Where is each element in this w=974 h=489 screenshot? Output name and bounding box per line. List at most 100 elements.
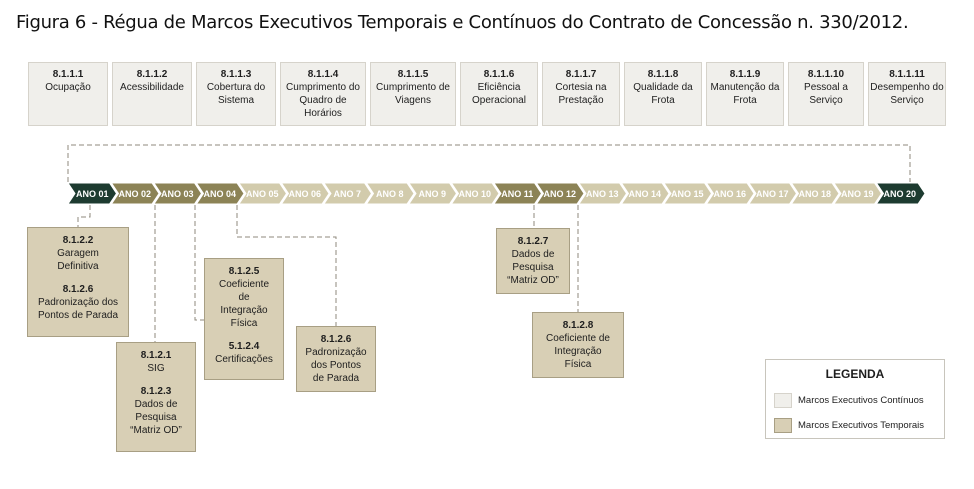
milestone-code: 8.1.1.9: [729, 69, 761, 80]
year-label: ANO 04: [203, 189, 236, 199]
milestone-label: Dados de Pesquisa “Matriz OD”: [507, 249, 559, 286]
milestone-label: Pessoal a Serviço: [804, 82, 848, 106]
year-label: ANO 05: [246, 189, 279, 199]
year-chevron: [493, 182, 543, 205]
legend-swatch: [774, 393, 792, 408]
year-chevron: [153, 182, 203, 205]
milestone-code: 8.1.2.7: [517, 236, 549, 247]
year-chevron: [67, 182, 118, 205]
continuous-milestone: 8.1.1.6 Eficiência Operacional: [460, 62, 538, 126]
continuous-milestone: 8.1.1.2 Acessibilidade: [112, 62, 192, 126]
milestone-code: 8.1.1.10: [807, 69, 845, 80]
milestone-code: 8.1.1.5: [397, 69, 429, 80]
temporal-milestone-box: 8.1.2.1 SIG 8.1.2.3 Dados de Pesquisa “M…: [116, 342, 196, 452]
continuous-milestone: 8.1.1.8 Qualidade da Frota: [624, 62, 702, 126]
year-label: ANO 15: [671, 189, 704, 199]
milestone-label: Eficiência Operacional: [472, 82, 526, 106]
year-label: ANO 13: [586, 189, 619, 199]
legend-swatch: [774, 418, 792, 433]
year-label: ANO 20: [883, 189, 916, 199]
milestone-code: 8.1.2.6: [320, 334, 352, 345]
legend-label: Marcos Executivos Contínuos: [798, 395, 924, 406]
milestone-code: 8.1.1.1: [52, 69, 84, 80]
year-chevron: [790, 182, 840, 205]
continuous-milestone: 8.1.1.10 Pessoal a Serviço: [788, 62, 864, 126]
year-chevron: [620, 182, 670, 205]
milestone-code: 8.1.2.1: [140, 350, 172, 361]
year-label: ANO 14: [628, 189, 661, 199]
year-label: ANO 10: [458, 189, 491, 199]
milestone-label: Garagem Definitiva: [57, 248, 99, 272]
milestone-label: Dados de Pesquisa “Matriz OD”: [130, 399, 182, 436]
milestone-label: Ocupação: [45, 82, 91, 93]
year-chevron: [365, 182, 415, 205]
milestone-code: 8.1.1.11: [889, 69, 925, 80]
milestone-label: Acessibilidade: [120, 82, 184, 93]
year-chevron: [535, 182, 585, 205]
milestone-label: Cumprimento de Viagens: [376, 82, 450, 106]
milestone-code: 8.1.2.5: [228, 266, 260, 277]
year-chevron: [408, 182, 458, 205]
year-label: ANO 01: [76, 189, 109, 199]
milestone-label: Cobertura do Sistema: [206, 82, 266, 106]
milestone-code: 8.1.2.2: [62, 235, 94, 246]
legend: LEGENDA Marcos Executivos Contínuos Marc…: [765, 359, 945, 439]
continuous-milestone: 8.1.1.5 Cumprimento de Viagens: [370, 62, 456, 126]
milestone-label: Cumprimento do Quadro de Horários: [286, 82, 360, 119]
temporal-milestone-box: 8.1.2.6 Padronização dos Pontos de Parad…: [296, 326, 376, 392]
temporal-milestone-box: 8.1.2.2 Garagem Definitiva 8.1.2.6 Padro…: [27, 227, 129, 337]
milestone-label: Coeficiente de Integração Física: [218, 279, 270, 329]
continuous-milestone: 8.1.1.3 Cobertura do Sistema: [196, 62, 276, 126]
year-label: ANO 03: [161, 189, 194, 199]
legend-title: LEGENDA: [825, 367, 885, 381]
year-label: ANO 02: [118, 189, 151, 199]
continuous-milestone: 8.1.1.4 Cumprimento do Quadro de Horário…: [280, 62, 366, 126]
legend-item-continuous: Marcos Executivos Contínuos: [774, 393, 924, 408]
milestone-label: Qualidade da Frota: [633, 82, 693, 106]
legend-item-temporal: Marcos Executivos Temporais: [774, 418, 924, 433]
year-chevron: [578, 182, 628, 205]
year-chevron: [705, 182, 755, 205]
year-label: ANO 06: [288, 189, 321, 199]
year-label: ANO 7: [333, 189, 361, 199]
milestone-label: Padronização dos Pontos de Parada: [305, 347, 367, 384]
milestone-code: 8.1.1.3: [220, 69, 252, 80]
milestone-label: Coeficiente de Integração Física: [546, 333, 610, 370]
legend-label: Marcos Executivos Temporais: [798, 420, 925, 431]
milestone-label: Padronização dos Pontos de Parada: [37, 297, 119, 321]
year-label: ANO 8: [376, 189, 404, 199]
year-chevron: [280, 182, 330, 205]
year-label: ANO 16: [713, 189, 746, 199]
continuous-milestone: 8.1.1.11 Desempenho do Serviço: [868, 62, 946, 126]
milestone-code: 8.1.1.7: [565, 69, 597, 80]
temporal-milestone-box: 8.1.2.5 Coeficiente de Integração Física…: [204, 258, 284, 380]
figure-title: Figura 6 - Régua de Marcos Executivos Te…: [16, 12, 909, 33]
year-label: ANO 19: [841, 189, 874, 199]
temporal-milestone-box: 8.1.2.8 Coeficiente de Integração Física: [532, 312, 624, 378]
year-chevron: [450, 182, 500, 205]
year-label: ANO 12: [543, 189, 576, 199]
milestone-code: 8.1.1.8: [647, 69, 679, 80]
continuous-milestone: 8.1.1.7 Cortesia na Prestação: [542, 62, 620, 126]
milestone-code: 8.1.1.4: [307, 69, 339, 80]
year-chevron: [238, 182, 288, 205]
milestone-code: 8.1.1.6: [483, 69, 515, 80]
milestone-code: 5.1.2.4: [228, 341, 260, 352]
year-label: ANO 9: [418, 189, 446, 199]
year-chevron: [323, 182, 373, 205]
milestone-label: SIG: [147, 363, 165, 374]
milestone-code: 8.1.2.8: [562, 320, 594, 331]
milestone-label: Cortesia na Prestação: [555, 82, 607, 106]
continuous-milestone: 8.1.1.9 Manutenção da Frota: [706, 62, 784, 126]
year-label: ANO 11: [501, 189, 533, 199]
milestone-label: Manutenção da Frota: [710, 82, 780, 106]
temporal-milestone-box: 8.1.2.7 Dados de Pesquisa “Matriz OD”: [496, 228, 570, 294]
milestone-label: Desempenho do Serviço: [870, 82, 944, 106]
year-chevron: [110, 182, 160, 205]
year-chevron: [195, 182, 245, 205]
milestone-label: Certificações: [215, 354, 273, 365]
milestone-code: 8.1.2.3: [140, 386, 172, 397]
continuous-milestone: 8.1.1.1 Ocupação: [28, 62, 108, 126]
year-chevron: [663, 182, 713, 205]
